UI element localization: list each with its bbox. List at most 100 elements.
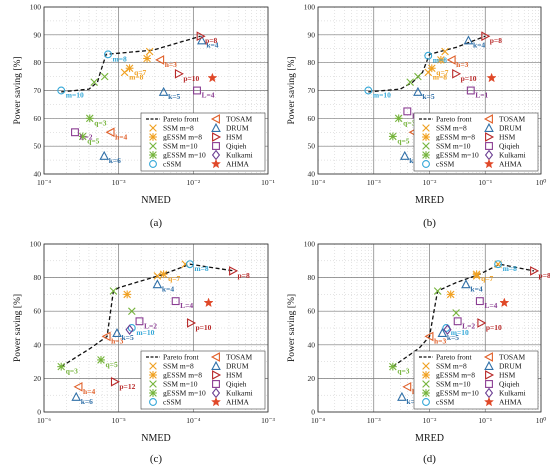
data-point (406, 78, 414, 86)
data-point (397, 391, 407, 401)
y-tick-label: 40 (34, 340, 42, 349)
data-point (128, 307, 136, 315)
legend-label: DRUM (226, 124, 249, 133)
data-point (388, 362, 397, 371)
legend-marker (212, 142, 220, 150)
data-point (364, 86, 373, 95)
x-tick-label: 10⁻⁶ (37, 416, 51, 425)
data-label: L=2 (79, 132, 92, 141)
legend-marker (149, 380, 157, 388)
data-point (125, 64, 134, 73)
data-label: m=8 (113, 54, 128, 63)
data-point (424, 51, 433, 60)
legend-marker (212, 132, 222, 142)
x-tick-label: 10⁻⁴ (186, 416, 200, 425)
x-tick-label: 10⁻³ (367, 416, 381, 425)
legend-marker (149, 133, 157, 141)
data-point (152, 279, 163, 289)
legend-label: Pareto front (163, 115, 200, 124)
legend-marker (149, 151, 157, 159)
pareto-front-line (61, 35, 201, 93)
data-label: m=8 (503, 264, 518, 273)
data-label: p=8 (205, 36, 217, 45)
data-point (437, 327, 448, 337)
data-point (394, 114, 403, 123)
legend-label: DRUM (499, 362, 522, 371)
data-label: k=6 (406, 397, 418, 406)
data-label: q=7 (168, 274, 180, 283)
legend-marker (485, 370, 495, 380)
data-label: m=8 (129, 72, 144, 81)
legend-label: SSM m=10 (436, 380, 471, 389)
data-point (110, 376, 120, 387)
data-point (57, 362, 66, 371)
legend-label: HSM (226, 133, 243, 142)
data-point (481, 31, 491, 42)
y-tick-label: 90 (34, 30, 42, 39)
data-point (73, 381, 83, 392)
legend-marker (210, 396, 222, 407)
legend-marker (422, 398, 430, 406)
legend-label: gESSM m=10 (163, 151, 206, 160)
legend-marker (210, 352, 220, 362)
legend-marker (149, 124, 157, 132)
legend-label: TOSAM (499, 115, 525, 124)
legend-marker (210, 158, 222, 169)
legend-label: AHMA (499, 398, 523, 407)
legend-label: SSM m=10 (163, 142, 198, 151)
legend-label: gESSM m=8 (436, 133, 475, 142)
data-label: k=5 (422, 92, 434, 101)
data-point (185, 260, 194, 269)
data-point (207, 72, 218, 83)
data-point (78, 132, 87, 141)
x-tick-label: 10⁻¹ (478, 178, 492, 187)
data-label: p=10 (486, 323, 502, 332)
x-tick-label: 10⁻³ (261, 416, 275, 425)
legend-marker (422, 133, 430, 141)
data-point (193, 86, 201, 95)
legend-label: Qiqieh (499, 142, 520, 151)
data-label: q=3 (66, 367, 78, 376)
x-tick-label: 10⁻² (423, 416, 437, 425)
y-tick-label: 0 (37, 408, 41, 417)
data-point (159, 270, 168, 279)
legend-box (140, 350, 266, 410)
y-tick-label: 50 (308, 142, 316, 151)
data-label: q=3 (403, 118, 415, 127)
data-point (461, 279, 471, 289)
data-point (446, 55, 456, 65)
legend-label: Kulkarni (499, 389, 526, 398)
y-tick-label: 80 (308, 58, 316, 67)
legend-label: DRUM (499, 124, 522, 133)
y-tick-label: 40 (308, 340, 316, 349)
legend-box (413, 350, 539, 410)
y-tick-label: 20 (34, 374, 42, 383)
legend-marker (422, 371, 430, 379)
panel-label: (c) (150, 453, 163, 465)
legend-marker (422, 124, 430, 132)
y-axis-label: Power saving [%] (287, 56, 297, 124)
legend-marker (483, 352, 493, 362)
data-label: k=4 (206, 40, 218, 49)
data-point (97, 356, 105, 364)
legend-label: SSM m=10 (436, 142, 471, 151)
legend-label: cSSM (436, 398, 455, 407)
legend-label: SSM m=8 (436, 362, 467, 371)
data-point (145, 47, 154, 56)
plot-frame (317, 243, 542, 413)
data-point (466, 86, 475, 95)
legend-label: AHMA (226, 160, 250, 169)
legend-label: TOSAM (226, 353, 252, 362)
data-point (427, 64, 436, 73)
data-point (171, 297, 180, 306)
data-point (463, 35, 474, 45)
data-point (229, 266, 239, 276)
chart-panel-2: 10⁻⁴ 10⁻³ 10⁻² 10⁻¹ 10⁰ 40 50 60 70 80 90 100 MRED Po… (287, 3, 546, 230)
data-label: k=5 (122, 333, 134, 342)
legend-marker (211, 360, 221, 370)
legend-marker (422, 380, 430, 388)
data-label: L=4 (180, 301, 193, 310)
legend-marker (149, 362, 157, 370)
